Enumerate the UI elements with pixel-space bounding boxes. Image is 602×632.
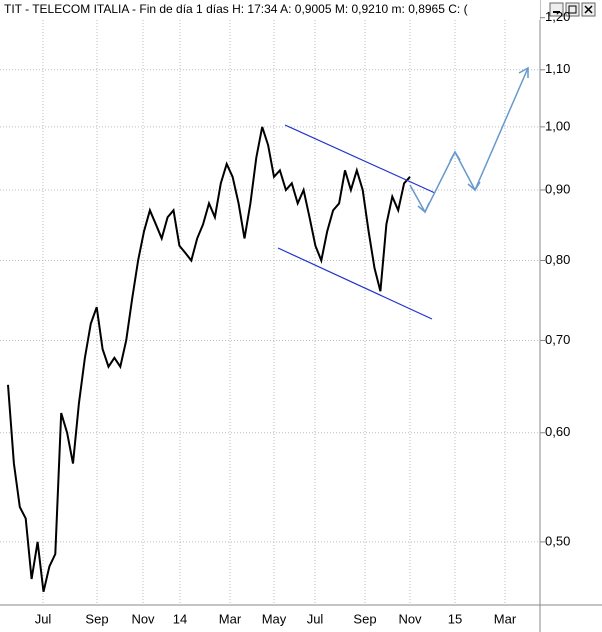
x-tick-label: Sep [85, 611, 108, 626]
close-icon [584, 5, 593, 14]
x-tick-label: Mar [494, 611, 517, 626]
x-tick-label: Sep [353, 611, 376, 626]
y-tick-label: 1,20 [545, 9, 570, 24]
y-tick-label: 0,90 [545, 181, 570, 196]
y-tick-label: 0,80 [545, 252, 570, 267]
y-tick-label: 1,10 [545, 61, 570, 76]
trend-line [284, 124, 436, 194]
x-tick-label: Nov [131, 611, 155, 626]
title-bar [0, 0, 540, 20]
y-tick-label: 1,00 [545, 118, 570, 133]
x-tick-label: Jul [307, 611, 324, 626]
maximize-icon [568, 5, 577, 14]
y-tick-label: 0,70 [545, 332, 570, 347]
plot [7, 126, 411, 593]
x-tick-label: Nov [398, 611, 422, 626]
x-tick-label: 14 [173, 611, 187, 626]
x-tick-label: 15 [448, 611, 462, 626]
arrow-head [417, 66, 529, 214]
x-tick-label: May [262, 611, 287, 626]
y-tick-label: 0,50 [545, 533, 570, 548]
price-line [7, 126, 411, 593]
grid [0, 17, 540, 605]
y-tick-label: 0,60 [545, 424, 570, 439]
trend-line [277, 247, 433, 320]
chart-title: TIT - TELECOM ITALIA - Fin de día 1 días… [4, 2, 468, 16]
x-tick-label: Jul [35, 611, 52, 626]
x-tick-label: Mar [219, 611, 242, 626]
